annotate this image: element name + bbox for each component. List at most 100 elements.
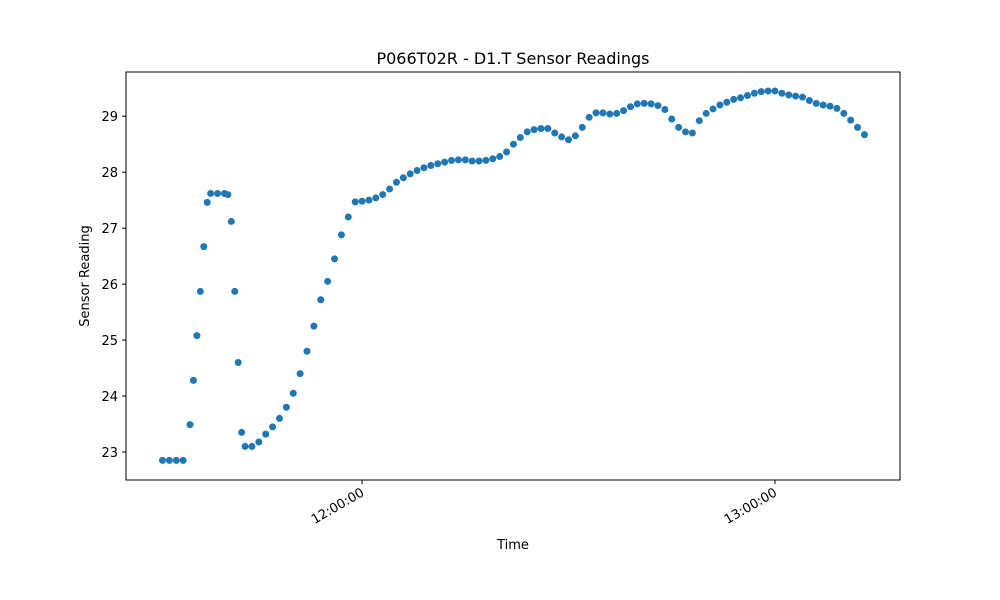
point [224,191,232,199]
point [496,153,504,161]
point [723,98,731,106]
point [186,421,194,429]
plot-frame [125,71,901,481]
point [530,126,538,134]
point [358,197,366,205]
point [578,123,586,131]
point [196,287,204,295]
point [441,158,449,166]
point [207,189,215,197]
point [585,113,593,121]
point [661,105,669,113]
point [819,101,827,109]
point [392,178,400,186]
point [792,92,800,100]
point [743,92,751,100]
point [461,156,469,164]
point [454,156,462,164]
point [269,423,277,431]
point [544,125,552,133]
point [799,93,807,101]
point [668,115,676,123]
point [234,358,242,366]
point [682,128,690,136]
point [571,132,579,140]
point [688,129,696,137]
point [675,123,683,131]
point [158,456,166,464]
point [537,125,545,133]
point [231,287,239,295]
point [172,456,180,464]
point [771,87,779,95]
point [255,438,263,446]
point [551,129,559,137]
point [179,456,187,464]
point [214,189,222,197]
point [475,157,483,165]
point [633,100,641,108]
point [737,94,745,102]
point [448,156,456,164]
point [503,148,511,156]
point [654,102,662,110]
point [337,231,345,239]
point [812,99,820,107]
point [165,456,173,464]
point [854,123,862,131]
point [489,155,497,163]
point [750,89,758,97]
point [565,136,573,144]
point [427,161,435,169]
point [592,109,600,117]
point [379,191,387,199]
point [826,102,834,110]
point [764,87,772,95]
point [778,89,786,97]
point [413,167,421,175]
point [613,109,621,117]
point [203,198,211,206]
point [606,110,614,118]
y-tick-label: 28 [101,166,118,181]
point [351,198,359,206]
point [372,194,380,202]
y-tick-label: 27 [101,222,118,237]
point [331,255,339,263]
x-axis-label: Time [496,538,529,553]
point [189,376,197,384]
point [434,160,442,168]
point [599,109,607,117]
point [282,403,290,411]
point [317,296,325,304]
point [716,101,724,109]
point [289,389,297,397]
point [200,243,208,251]
point [509,140,517,148]
point [847,116,855,124]
point [324,277,332,285]
point [275,414,283,422]
point [785,91,793,99]
point [386,185,394,193]
point [365,196,373,204]
point [640,99,648,107]
point [310,322,318,330]
point [805,97,813,105]
y-tick-label: 25 [101,334,118,349]
y-tick-label: 24 [101,390,118,405]
point [420,164,428,172]
point [695,117,703,125]
y-tick-label: 29 [101,110,118,125]
point [482,156,490,164]
point [344,213,352,221]
point [406,170,414,178]
y-axis-label: Sensor Reading [78,225,93,326]
point [468,157,476,165]
point [558,133,566,141]
point [730,95,738,103]
y-tick-label: 23 [101,446,118,461]
y-tick-label: 26 [101,278,118,293]
point [620,107,628,115]
